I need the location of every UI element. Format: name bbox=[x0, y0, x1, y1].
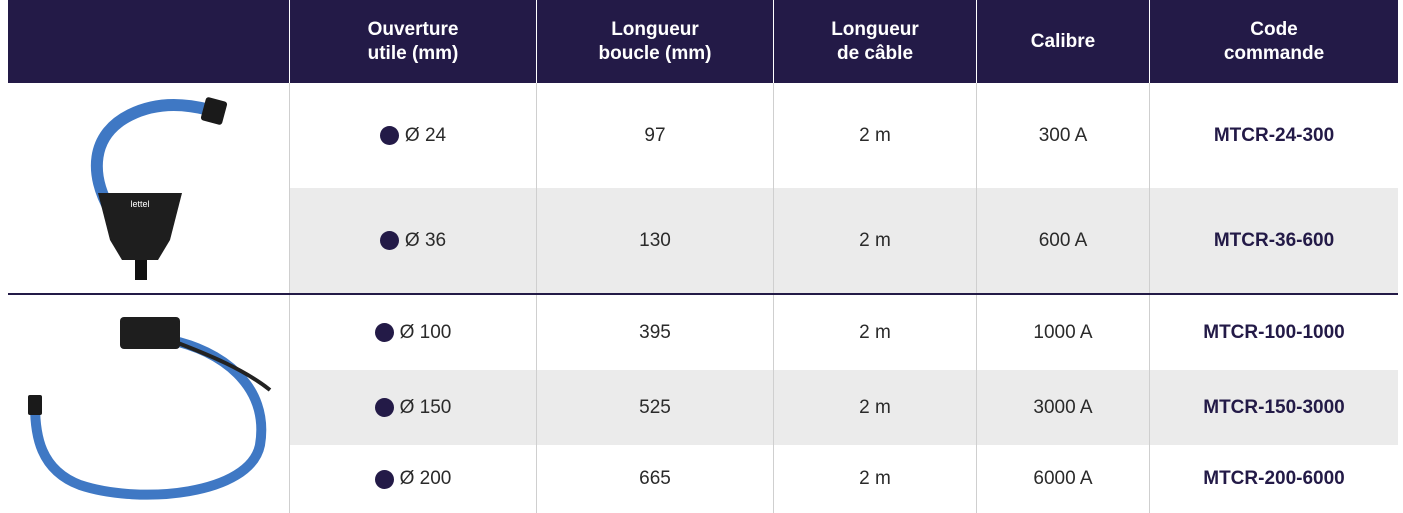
cell-text: 2 m bbox=[859, 468, 891, 490]
cell-text: 395 bbox=[639, 322, 671, 344]
table-cell: 2 m bbox=[773, 445, 976, 513]
header-cell: Calibre bbox=[976, 0, 1149, 83]
cell-text: 665 bbox=[639, 468, 671, 490]
table-cell: 130 bbox=[536, 188, 773, 293]
cell-text: 6000 A bbox=[1033, 468, 1092, 490]
header-text: boucle (mm) bbox=[599, 42, 712, 66]
bullet bbox=[375, 398, 394, 417]
header-image-cell bbox=[8, 0, 289, 83]
cell-text: 3000 A bbox=[1033, 397, 1092, 419]
table-cell: 1000 A bbox=[976, 295, 1149, 370]
cell-text: MTCR-24-300 bbox=[1214, 125, 1334, 147]
header-text: utile (mm) bbox=[368, 42, 459, 66]
table-cell: Ø 150 bbox=[289, 370, 536, 445]
table-cell: 2 m bbox=[773, 370, 976, 445]
cell-text: 2 m bbox=[859, 125, 891, 147]
table-cell: 2 m bbox=[773, 188, 976, 293]
table-cell: 2 m bbox=[773, 295, 976, 370]
bullet bbox=[380, 126, 399, 145]
order-code: MTCR-100-1000 bbox=[1149, 295, 1398, 370]
cell-text: MTCR-150-3000 bbox=[1203, 397, 1345, 419]
header-text: de câble bbox=[837, 42, 913, 66]
order-code: MTCR-150-3000 bbox=[1149, 370, 1398, 445]
table-cell: 395 bbox=[536, 295, 773, 370]
cell-text: 2 m bbox=[859, 230, 891, 252]
table-cell: Ø 36 bbox=[289, 188, 536, 293]
sensor-large-image bbox=[20, 305, 280, 510]
cell-text: 300 A bbox=[1039, 125, 1088, 147]
cell-text: MTCR-100-1000 bbox=[1203, 322, 1345, 344]
table-cell: 600 A bbox=[976, 188, 1149, 293]
product-table: lettel Ouvertureutile (mm)Longueurboucle… bbox=[0, 0, 1403, 513]
header-text: Ouverture bbox=[368, 18, 459, 42]
cell-text: Ø 200 bbox=[400, 468, 452, 490]
sensor-small-image: lettel bbox=[60, 95, 260, 285]
cell-text: MTCR-36-600 bbox=[1214, 230, 1334, 252]
table-cell: 6000 A bbox=[976, 445, 1149, 513]
table-cell: 2 m bbox=[773, 83, 976, 188]
cell-text: Ø 100 bbox=[400, 322, 452, 344]
cell-text: 600 A bbox=[1039, 230, 1088, 252]
cell-text: 2 m bbox=[859, 397, 891, 419]
table-cell: Ø 24 bbox=[289, 83, 536, 188]
bullet bbox=[375, 470, 394, 489]
bullet bbox=[380, 231, 399, 250]
svg-text:lettel: lettel bbox=[130, 199, 149, 209]
cell-text: Ø 24 bbox=[405, 125, 446, 147]
order-code: MTCR-200-6000 bbox=[1149, 445, 1398, 513]
table-cell: Ø 100 bbox=[289, 295, 536, 370]
header-text: commande bbox=[1224, 42, 1324, 66]
header-text: Calibre bbox=[1031, 30, 1095, 54]
table-cell: 525 bbox=[536, 370, 773, 445]
table-cell: 97 bbox=[536, 83, 773, 188]
cell-text: MTCR-200-6000 bbox=[1203, 468, 1345, 490]
table-cell: 665 bbox=[536, 445, 773, 513]
order-code: MTCR-24-300 bbox=[1149, 83, 1398, 188]
table-cell: Ø 200 bbox=[289, 445, 536, 513]
table-cell: 3000 A bbox=[976, 370, 1149, 445]
header-text: Longueur bbox=[831, 18, 919, 42]
header-text: Code bbox=[1250, 18, 1298, 42]
cell-text: 1000 A bbox=[1033, 322, 1092, 344]
order-code: MTCR-36-600 bbox=[1149, 188, 1398, 293]
cell-text: Ø 150 bbox=[400, 397, 452, 419]
bullet bbox=[375, 323, 394, 342]
cell-text: Ø 36 bbox=[405, 230, 446, 252]
table-cell: 300 A bbox=[976, 83, 1149, 188]
cell-text: 525 bbox=[639, 397, 671, 419]
header-text: Longueur bbox=[611, 18, 699, 42]
cell-text: 2 m bbox=[859, 322, 891, 344]
cell-text: 130 bbox=[639, 230, 671, 252]
cell-text: 97 bbox=[644, 125, 665, 147]
